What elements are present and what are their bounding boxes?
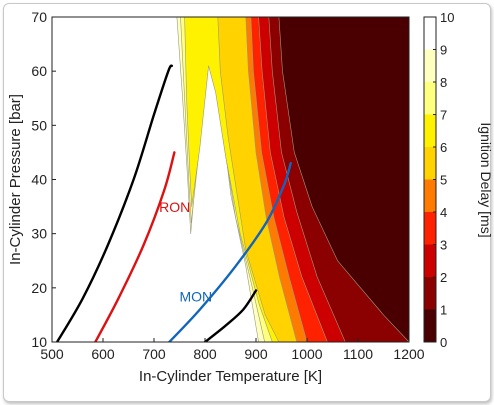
- colorbar-segment: [424, 179, 436, 212]
- colorbar-segment: [424, 147, 436, 180]
- colorbar-tick-label: 6: [440, 140, 447, 155]
- colorbar-label: Ignition Delay [ms]: [478, 122, 494, 237]
- x-tick-label: 900: [244, 346, 268, 362]
- x-tick-label: 1200: [393, 346, 424, 362]
- y-tick-label: 50: [31, 117, 47, 133]
- series-line: [94, 151, 176, 342]
- colorbar-segment: [424, 244, 436, 277]
- colorbar-tick-label: 2: [440, 270, 447, 285]
- colorbar-segment: [424, 17, 436, 50]
- series-line: [203, 289, 258, 342]
- x-tick-label: 700: [142, 346, 166, 362]
- y-tick-label: 70: [31, 9, 47, 25]
- x-axis-label: In-Cylinder Temperature [K]: [139, 368, 322, 385]
- colorbar-tick-label: 9: [440, 43, 447, 58]
- series-annotation: RON: [159, 199, 190, 215]
- colorbar-tick-label: 5: [440, 173, 447, 188]
- colorbar-segment: [424, 82, 436, 115]
- y-tick-label: 40: [31, 172, 47, 188]
- x-tick-label: 800: [193, 346, 217, 362]
- colorbar-tick-label: 0: [440, 335, 447, 350]
- colorbar-tick-label: 7: [440, 108, 447, 123]
- series-line: [168, 162, 292, 342]
- contour-band: [278, 17, 409, 342]
- colorbar-tick-label: 1: [440, 303, 447, 318]
- y-axis-label: In-Cylinder Pressure [bar]: [7, 94, 24, 265]
- y-tick-label: 30: [31, 226, 47, 242]
- series-line: [55, 64, 173, 342]
- y-tick-label: 10: [31, 334, 47, 350]
- x-tick-label: 1100: [343, 346, 373, 362]
- y-tick-label: 20: [31, 280, 47, 296]
- x-tick-label: 500: [40, 346, 64, 362]
- x-tick-label: 600: [91, 346, 115, 362]
- x-tick-label: 1000: [291, 346, 322, 362]
- colorbar-tick-label: 3: [440, 238, 447, 253]
- colorbar-tick-label: 4: [440, 205, 447, 220]
- colorbar-tick-label: 8: [440, 75, 447, 90]
- colorbar-tick-label: 10: [440, 10, 454, 25]
- colorbar-segment: [424, 114, 436, 147]
- colorbar-segment: [424, 212, 436, 245]
- colorbar-segment: [424, 309, 436, 342]
- colorbar-segment: [424, 49, 436, 82]
- series-annotation: MON: [180, 288, 213, 304]
- y-tick-label: 60: [31, 63, 47, 79]
- colorbar-segment: [424, 277, 436, 310]
